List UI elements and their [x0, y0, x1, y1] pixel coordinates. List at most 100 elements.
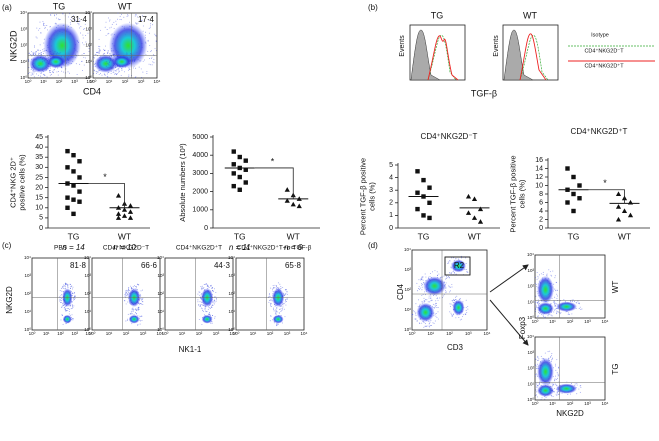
flow-event [577, 300, 579, 302]
flow-event [104, 74, 105, 76]
flow-tick-label: 10³ [584, 319, 591, 324]
flow-event [52, 70, 54, 72]
flow-event [109, 61, 111, 63]
flow-event [537, 275, 539, 277]
flow-event [276, 325, 277, 327]
flow-event [30, 74, 32, 76]
flow-event [281, 308, 283, 310]
flow-event [97, 71, 99, 73]
flow-event [268, 294, 270, 296]
flow-event [454, 272, 455, 274]
flow-event [449, 303, 451, 305]
flow-event [211, 322, 213, 324]
flow-event [74, 296, 76, 297]
flow-event [61, 294, 63, 296]
flow-event [132, 67, 134, 69]
flow-event [115, 23, 117, 25]
point [477, 206, 484, 212]
flow-event [113, 28, 115, 29]
flow-event [270, 299, 272, 301]
flow-event [272, 288, 274, 290]
y-tick-label: 2 [539, 216, 543, 223]
flow-event [93, 73, 95, 75]
flow-event [450, 303, 452, 305]
flow-event [94, 54, 96, 56]
flow-density [201, 314, 213, 324]
flow-event [115, 20, 117, 22]
flow-event [549, 383, 551, 385]
flow-tick-label: 10³ [20, 26, 27, 31]
flow-tick-label: 10⁴ [602, 319, 609, 324]
flow-event [64, 288, 66, 290]
flow-event [278, 287, 280, 289]
flow-event [67, 64, 69, 66]
flow-event [564, 300, 566, 302]
flow-event [131, 308, 133, 310]
flow-event [548, 269, 550, 271]
flow-event [96, 71, 98, 73]
flow-event [131, 310, 133, 312]
y-tick-label: 45 [35, 134, 43, 141]
point [296, 203, 302, 209]
gate-label: R2 [454, 261, 465, 270]
flow-event [143, 59, 145, 61]
point [243, 158, 248, 163]
flow-event [61, 306, 63, 308]
flow-event [67, 58, 68, 60]
flow-event [39, 44, 41, 46]
flow-event [45, 59, 47, 60]
flow-event [138, 309, 139, 311]
flow-event [537, 396, 539, 398]
y-tick-label: 5 [39, 215, 43, 222]
flow-tick-label: 10⁴ [527, 334, 534, 339]
flow-tick-label: 10⁰ [24, 327, 31, 332]
flow-event [207, 284, 209, 286]
flow-event [550, 314, 552, 316]
flow-event [425, 299, 427, 301]
flow-event [52, 71, 54, 73]
flow-event [434, 306, 436, 308]
flow-event [579, 306, 581, 308]
flow-event [216, 298, 218, 300]
flow-event [452, 313, 454, 315]
flow-event [430, 320, 432, 322]
flow-event [109, 77, 111, 78]
flow-event [111, 68, 113, 70]
point [115, 211, 122, 216]
x-label: NK1-1 [179, 345, 202, 354]
flow-tick-label: 10⁰ [527, 397, 534, 402]
flow-event [31, 72, 33, 74]
point [621, 208, 628, 213]
flow-event [200, 288, 202, 290]
flow-event [534, 358, 536, 359]
flow-title: CD4⁺NKG2D⁺T [176, 245, 222, 252]
flow-event [137, 22, 139, 24]
flow-event [209, 312, 210, 314]
flow-event [537, 360, 539, 361]
flow-event [61, 287, 63, 289]
flow-event [437, 306, 439, 308]
flow-event [452, 271, 454, 273]
flow-event [446, 277, 448, 279]
flow-tick-label: 10⁴ [404, 247, 411, 252]
flow-event [453, 298, 455, 300]
flow-event [123, 16, 125, 18]
flow-event [429, 273, 431, 274]
flow-event [554, 380, 556, 382]
flow-event [108, 32, 110, 34]
flow-event [535, 310, 537, 312]
flow-tick-label: 10⁰ [532, 319, 539, 324]
flow-event [208, 287, 210, 288]
flow-event [140, 290, 142, 292]
flow-event [216, 297, 217, 299]
flow-event [69, 287, 71, 289]
flow-event [135, 287, 137, 289]
flow-density [128, 314, 140, 324]
flow-event [543, 315, 545, 317]
flow-event [38, 53, 40, 55]
flow-event [53, 52, 55, 54]
flow-event [107, 33, 109, 35]
flow-event [551, 353, 553, 354]
point [77, 189, 82, 194]
point [231, 162, 236, 167]
